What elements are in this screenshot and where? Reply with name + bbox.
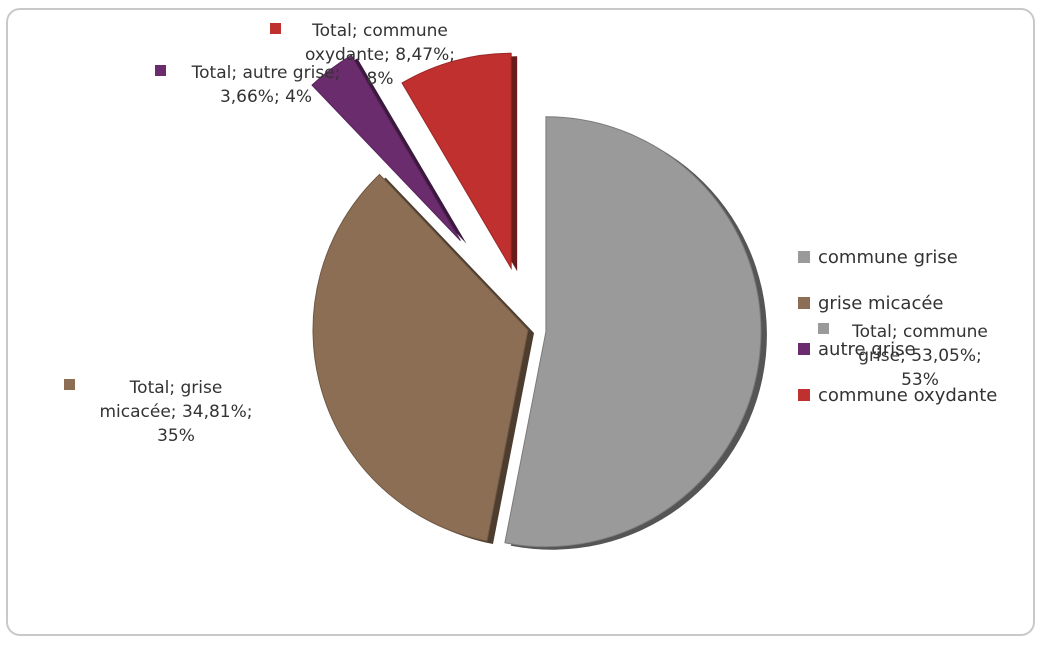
data-label-marker xyxy=(155,65,166,76)
legend-swatch xyxy=(798,343,810,355)
data-label: 3,66%; 4% xyxy=(220,87,312,107)
chart-legend: commune grise grise micacée autre grise com… xyxy=(798,247,997,406)
legend-entry[interactable]: commune grise xyxy=(818,247,958,268)
data-label: 35% xyxy=(157,426,195,446)
data-label: Total; commune xyxy=(311,21,448,41)
data-label-marker xyxy=(270,23,281,34)
data-label: Total; autre grise; xyxy=(191,63,341,83)
pie-slice-commune-oxydante[interactable] xyxy=(401,52,512,271)
legend-entry[interactable]: autre grise xyxy=(818,339,916,360)
legend-swatch xyxy=(798,297,810,309)
data-label: oxydante; 8,47%; xyxy=(305,45,455,65)
pie-slice-commune-grise[interactable] xyxy=(504,116,762,548)
legend-entry[interactable]: grise micacée xyxy=(818,293,944,314)
legend-entry[interactable]: commune oxydante xyxy=(818,385,997,406)
data-label: 8% xyxy=(367,69,394,89)
legend-swatch xyxy=(798,251,810,263)
data-label: Total; commune xyxy=(851,322,988,342)
pie-slice-autre-grise[interactable] xyxy=(311,54,461,241)
data-label: grise; 53,05%; xyxy=(858,346,982,366)
data-label: micacée; 34,81%; xyxy=(100,402,253,422)
data-label: Total; grise xyxy=(129,378,223,398)
legend-swatch xyxy=(798,389,810,401)
pie-slice-grise-micacée[interactable] xyxy=(312,173,529,542)
data-label-marker xyxy=(818,323,829,334)
data-label-marker xyxy=(64,379,75,390)
data-label: 53% xyxy=(901,370,939,390)
